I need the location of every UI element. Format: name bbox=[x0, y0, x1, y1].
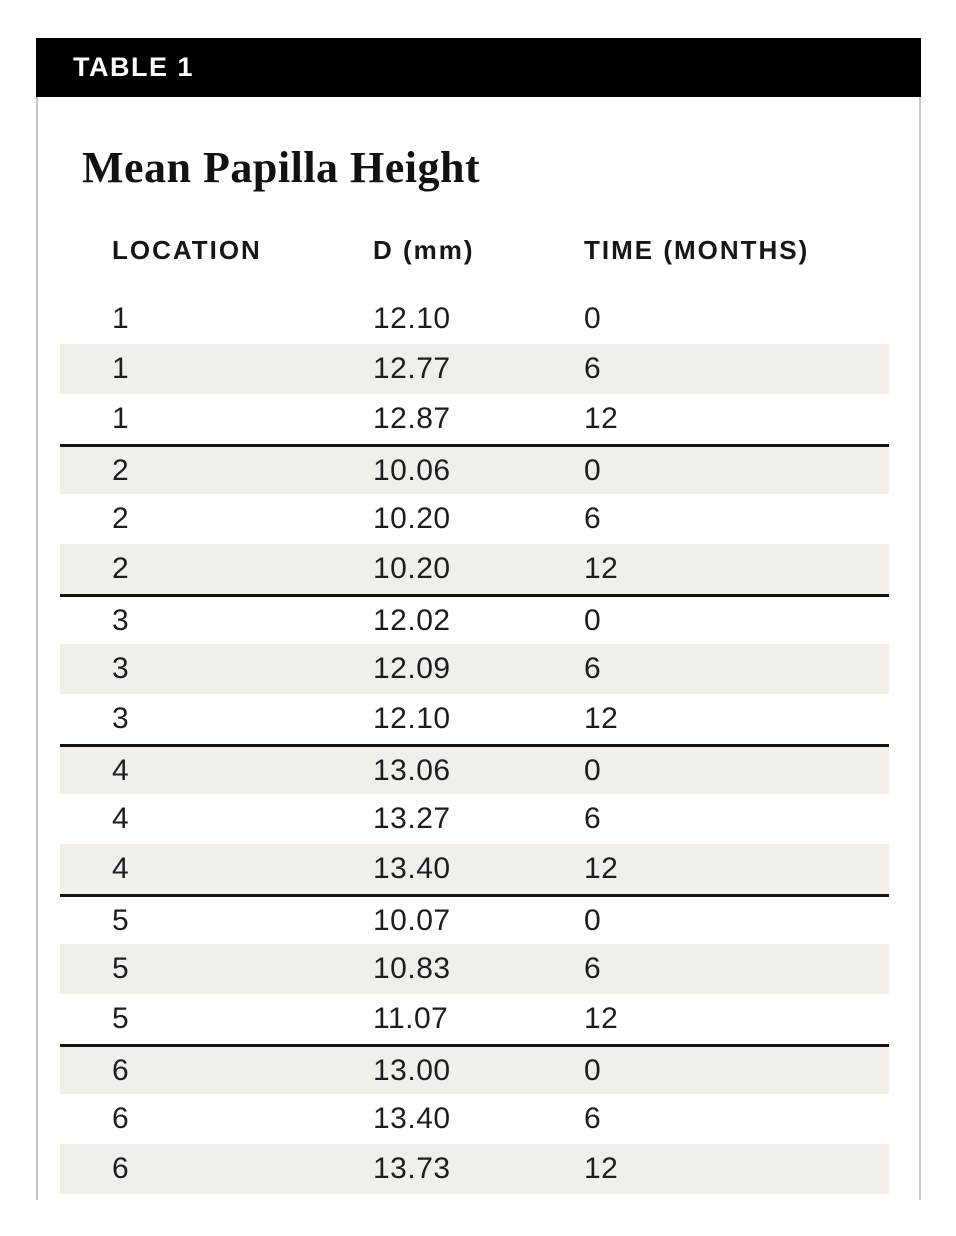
cell-time-months: 12 bbox=[584, 1002, 619, 1035]
cell-location: 5 bbox=[112, 1002, 130, 1035]
cell-location: 1 bbox=[112, 352, 130, 385]
cell-d-mm: 12.10 bbox=[373, 702, 451, 735]
cell-time-months: 0 bbox=[584, 453, 602, 487]
cell-time-months: 0 bbox=[584, 753, 602, 787]
cell-location: 3 bbox=[112, 603, 130, 637]
cell-d-mm: 10.07 bbox=[373, 903, 451, 937]
cell-d-mm: 10.20 bbox=[373, 552, 451, 585]
cell-d-mm: 13.06 bbox=[373, 753, 451, 787]
cell-location: 2 bbox=[112, 502, 130, 535]
cell-location: 1 bbox=[112, 402, 130, 435]
column-headers: LOCATION D (mm) TIME (MONTHS) bbox=[60, 237, 889, 263]
table-row: 6 13.40 6 bbox=[60, 1094, 889, 1144]
cell-time-months: 0 bbox=[584, 903, 602, 937]
cell-time-months: 12 bbox=[584, 402, 619, 435]
table-row: 5 10.83 6 bbox=[60, 944, 889, 994]
cell-time-months: 6 bbox=[584, 652, 602, 685]
cell-time-months: 6 bbox=[584, 502, 602, 535]
cell-d-mm: 13.00 bbox=[373, 1053, 451, 1087]
cell-location: 2 bbox=[112, 552, 130, 585]
cell-d-mm: 11.07 bbox=[373, 1002, 449, 1035]
cell-d-mm: 10.20 bbox=[373, 502, 451, 535]
cell-d-mm: 12.87 bbox=[373, 402, 451, 435]
table-tag-bar: TABLE 1 bbox=[36, 38, 921, 97]
table-card: Mean Papilla Height LOCATION D (mm) TIME… bbox=[36, 97, 921, 1200]
cell-time-months: 12 bbox=[584, 1152, 619, 1185]
table-row: 2 10.06 0 bbox=[60, 444, 889, 494]
table-row: 5 11.07 12 bbox=[60, 994, 889, 1044]
cell-location: 4 bbox=[112, 802, 130, 835]
cell-time-months: 12 bbox=[584, 852, 619, 885]
cell-location: 6 bbox=[112, 1152, 130, 1185]
table-row: 3 12.09 6 bbox=[60, 644, 889, 694]
cell-location: 5 bbox=[112, 952, 130, 985]
table-row: 2 10.20 6 bbox=[60, 494, 889, 544]
table-title: Mean Papilla Height bbox=[82, 143, 481, 192]
cell-d-mm: 12.09 bbox=[373, 652, 451, 685]
cell-time-months: 12 bbox=[584, 702, 619, 735]
cell-d-mm: 10.83 bbox=[373, 952, 451, 985]
table-row: 1 12.77 6 bbox=[60, 344, 889, 394]
column-header-time-months: TIME (MONTHS) bbox=[584, 235, 810, 265]
cell-time-months: 6 bbox=[584, 952, 602, 985]
cell-d-mm: 12.77 bbox=[373, 352, 451, 385]
cell-d-mm: 13.40 bbox=[373, 852, 451, 885]
cell-location: 3 bbox=[112, 652, 130, 685]
cell-time-months: 0 bbox=[584, 1053, 602, 1087]
cell-location: 3 bbox=[112, 702, 130, 735]
table-row: 6 13.00 0 bbox=[60, 1044, 889, 1094]
table-row: 3 12.10 12 bbox=[60, 694, 889, 744]
cell-location: 4 bbox=[112, 852, 130, 885]
cell-d-mm: 12.02 bbox=[373, 603, 451, 637]
cell-time-months: 6 bbox=[584, 1102, 602, 1135]
cell-d-mm: 10.06 bbox=[373, 453, 451, 487]
cell-time-months: 0 bbox=[584, 603, 602, 637]
cell-location: 6 bbox=[112, 1053, 130, 1087]
cell-d-mm: 12.10 bbox=[373, 302, 451, 335]
table-tag: TABLE 1 bbox=[73, 52, 195, 82]
table-body: 1 12.10 0 1 12.77 6 1 12.87 12 2 10.06 0… bbox=[60, 294, 889, 1194]
table-row: 5 10.07 0 bbox=[60, 894, 889, 944]
cell-location: 5 bbox=[112, 903, 130, 937]
table-row: 4 13.27 6 bbox=[60, 794, 889, 844]
table-row: 6 13.73 12 bbox=[60, 1144, 889, 1194]
cell-time-months: 6 bbox=[584, 352, 602, 385]
table-row: 4 13.40 12 bbox=[60, 844, 889, 894]
cell-time-months: 6 bbox=[584, 802, 602, 835]
column-header-d-mm: D (mm) bbox=[373, 235, 475, 265]
table-row: 1 12.10 0 bbox=[60, 294, 889, 344]
cell-time-months: 12 bbox=[584, 552, 619, 585]
cell-d-mm: 13.73 bbox=[373, 1152, 451, 1185]
column-header-location: LOCATION bbox=[112, 235, 262, 265]
table-row: 2 10.20 12 bbox=[60, 544, 889, 594]
table-row: 1 12.87 12 bbox=[60, 394, 889, 444]
cell-location: 4 bbox=[112, 753, 130, 787]
cell-location: 2 bbox=[112, 453, 130, 487]
table-row: 4 13.06 0 bbox=[60, 744, 889, 794]
cell-d-mm: 13.27 bbox=[373, 802, 451, 835]
cell-time-months: 0 bbox=[584, 302, 602, 335]
cell-d-mm: 13.40 bbox=[373, 1102, 451, 1135]
cell-location: 1 bbox=[112, 302, 130, 335]
cell-location: 6 bbox=[112, 1102, 130, 1135]
table-row: 3 12.02 0 bbox=[60, 594, 889, 644]
